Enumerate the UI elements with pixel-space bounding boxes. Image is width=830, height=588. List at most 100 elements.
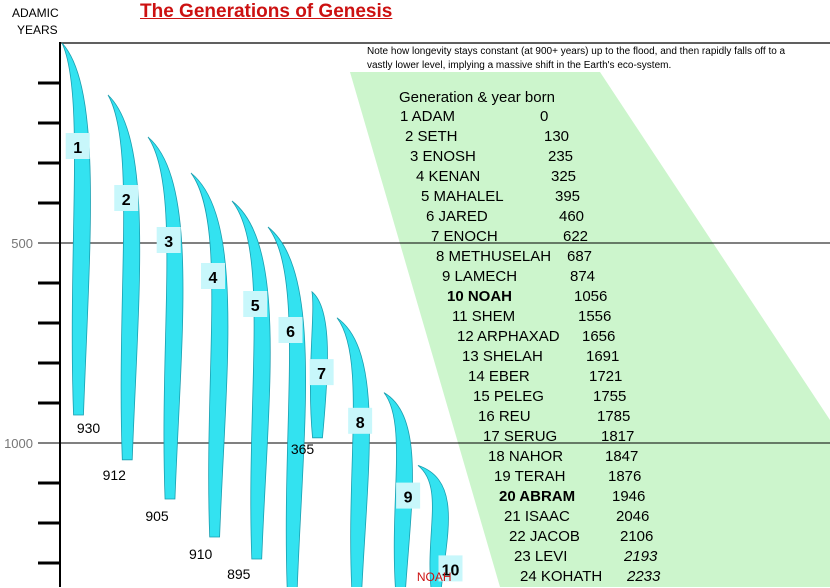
ribbon-shape <box>231 200 271 560</box>
generation-number-box <box>156 227 181 253</box>
generation-row: 8 METHUSELAH 687 <box>436 248 696 268</box>
generation-year: 1817 <box>601 428 635 445</box>
generation-name: 4 KENAN <box>416 168 481 185</box>
generation-row: 18 NAHOR 1847 <box>488 448 748 468</box>
generation-row: 15 PELEG 1755 <box>473 388 733 408</box>
lifespan-age-label: 365 <box>291 441 315 457</box>
generation-number: 5 <box>251 298 260 315</box>
generation-year: 2193 <box>624 548 658 565</box>
generation-number-box <box>201 263 226 289</box>
generation-year: 235 <box>548 148 574 165</box>
generation-row: 5 MAHALEL 395 <box>421 188 681 208</box>
generation-number: 4 <box>209 270 218 287</box>
generation-name: 11 SHEM <box>452 308 516 325</box>
generation-row: 21 ISAAC 2046 <box>504 508 764 528</box>
generation-number: 7 <box>317 366 326 383</box>
generation-year: 1721 <box>589 368 623 385</box>
generation-row: 11 SHEM 1556 <box>452 308 712 328</box>
lifespan-ribbon-2: 2 912 <box>103 94 141 483</box>
generation-name: 17 SERUG <box>483 428 558 445</box>
lifespan-age-label: 912 <box>103 467 127 483</box>
generation-name: 12 ARPHAXAD <box>457 328 560 345</box>
generation-number-box <box>65 133 90 159</box>
generation-name: 13 SHELAH <box>462 348 543 365</box>
generation-number-box <box>396 482 421 509</box>
ribbon-shape <box>107 94 141 461</box>
generation-row: 20 ABRAM 1946 <box>499 488 759 508</box>
generation-year: 325 <box>551 168 577 185</box>
generation-year: 1847 <box>605 448 639 465</box>
generation-year: 1755 <box>593 388 627 405</box>
generation-number-box <box>278 317 303 343</box>
generation-year: 1876 <box>608 468 642 485</box>
generation-row: 13 SHELAH 1691 <box>462 348 722 368</box>
generation-row: 19 TERAH 1876 <box>494 468 754 488</box>
generation-year: 1056 <box>574 288 608 305</box>
generation-number-box <box>348 407 373 434</box>
longevity-note: Note how longevity stays constant (at 90… <box>367 46 786 71</box>
noah-caption: NOAH <box>417 570 452 584</box>
generation-year: 622 <box>563 228 589 245</box>
axis-title-line1: ADAMIC <box>12 6 59 20</box>
generation-row: 23 LEVI 2193 <box>514 548 774 568</box>
generation-number: 8 <box>356 415 365 432</box>
generation-name: 18 NAHOR <box>488 448 564 465</box>
generation-year: 1946 <box>612 488 646 505</box>
generation-year: 2046 <box>616 508 650 525</box>
lifespan-ribbon-4: 4 910 <box>189 172 229 562</box>
generation-year: 874 <box>570 268 596 285</box>
generation-name: 1 ADAM <box>400 108 456 125</box>
generation-row: 17 SERUG 1817 <box>483 428 743 448</box>
generation-number: 6 <box>286 324 295 341</box>
axis-tick-label: 1000 <box>4 436 33 451</box>
generation-name: 2 SETH <box>405 128 458 145</box>
generation-name: 21 ISAAC <box>504 508 570 525</box>
generation-name: 24 KOHATH <box>520 568 603 585</box>
lifespan-ribbon-6: 6 <box>267 226 307 587</box>
generation-name: 23 LEVI <box>514 548 568 565</box>
lifespan-age-label: 895 <box>227 566 251 582</box>
generation-year: 460 <box>559 208 585 225</box>
generation-year: 1691 <box>586 348 620 365</box>
generation-row: 7 ENOCH 622 <box>431 228 691 248</box>
generation-name: 3 ENOSH <box>410 148 476 165</box>
generation-row: 14 EBER 1721 <box>468 368 728 388</box>
generation-name: 8 METHUSELAH <box>436 248 552 265</box>
generation-row: 12 ARPHAXAD 1656 <box>457 328 717 348</box>
lifespan-ribbon-7: 7 365 <box>291 290 334 457</box>
generation-name: 16 REU <box>478 408 531 425</box>
generation-row: 9 LAMECH 874 <box>442 268 702 288</box>
generation-year: 395 <box>555 188 581 205</box>
generation-number-box <box>114 185 139 211</box>
generation-name: 6 JARED <box>426 208 488 225</box>
generation-row: 22 JACOB 2106 <box>509 528 769 548</box>
generation-row: 6 JARED 460 <box>426 208 686 228</box>
axis-tick-label: 500 <box>11 236 33 251</box>
generation-year: 1556 <box>578 308 612 325</box>
generation-row: 24 KOHATH 2233 <box>520 568 780 588</box>
ribbon-shape <box>147 136 184 500</box>
lifespan-ribbon-8: 8 <box>336 317 373 587</box>
generation-row: 16 REU 1785 <box>478 408 738 428</box>
lifespan-ribbon-9: 9 <box>383 392 421 587</box>
generation-name: 19 TERAH <box>494 468 566 485</box>
ribbon-shape <box>61 42 91 416</box>
generation-year: 0 <box>540 108 549 125</box>
generation-table-header: Generation & year born <box>399 89 555 106</box>
generation-number: 9 <box>404 490 413 507</box>
generation-row: 10 NOAH 1056 <box>447 288 707 308</box>
lifespan-age-label: 905 <box>145 508 169 524</box>
generation-row: 3 ENOSH 235 <box>410 148 670 168</box>
table-panel <box>350 72 830 587</box>
generation-number-box <box>243 291 268 317</box>
generation-year: 1785 <box>597 408 631 425</box>
generation-year: 130 <box>544 128 570 145</box>
lifespan-age-label: 910 <box>189 546 213 562</box>
generation-row: 2 SETH 130 <box>405 128 665 148</box>
generation-name: 22 JACOB <box>509 528 580 545</box>
generation-row: 4 KENAN 325 <box>416 168 676 188</box>
generation-number-box <box>309 359 334 386</box>
generation-name: 10 NOAH <box>447 288 513 305</box>
